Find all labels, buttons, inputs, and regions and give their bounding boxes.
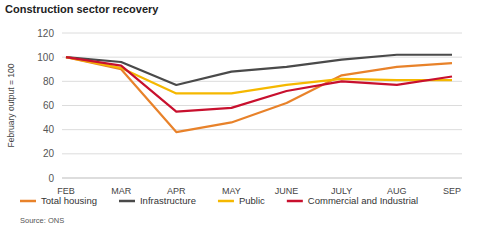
y-tick-label: 40: [43, 124, 55, 135]
legend-swatch: [119, 200, 135, 203]
grid-line: [62, 129, 462, 130]
x-tick-label: MAR: [111, 186, 132, 196]
chart: Construction sector recovery February out…: [0, 0, 480, 229]
y-axis-label: February output = 100: [6, 63, 16, 147]
legend-swatch: [218, 200, 234, 203]
y-tick-label: 20: [43, 148, 55, 159]
legend-swatch: [20, 200, 36, 203]
series-line: [66, 57, 452, 111]
legend-label: Total housing: [41, 195, 97, 206]
grid-line: [62, 153, 462, 154]
x-tick-label: SEP: [443, 186, 461, 196]
legend-label: Public: [239, 195, 265, 206]
grid-line: [62, 57, 462, 58]
y-tick-label: 0: [48, 173, 54, 184]
y-tick-label: 80: [43, 76, 55, 87]
x-tick-label: JUNE: [275, 186, 299, 196]
plot-area: [66, 55, 452, 132]
title: Construction sector recovery: [5, 3, 159, 15]
source: Source: ONS: [20, 216, 64, 225]
legend-label: Commercial and Industrial: [308, 195, 418, 206]
grid-line: [62, 33, 462, 34]
y-tick-label: 60: [43, 100, 55, 111]
grid-line: [62, 105, 462, 106]
legend-swatch: [287, 200, 303, 203]
y-tick-label: 120: [37, 28, 54, 39]
legend-label: Infrastructure: [140, 195, 196, 206]
y-tick-label: 100: [37, 52, 54, 63]
grid-line: [62, 178, 462, 179]
series-line: [66, 57, 452, 93]
